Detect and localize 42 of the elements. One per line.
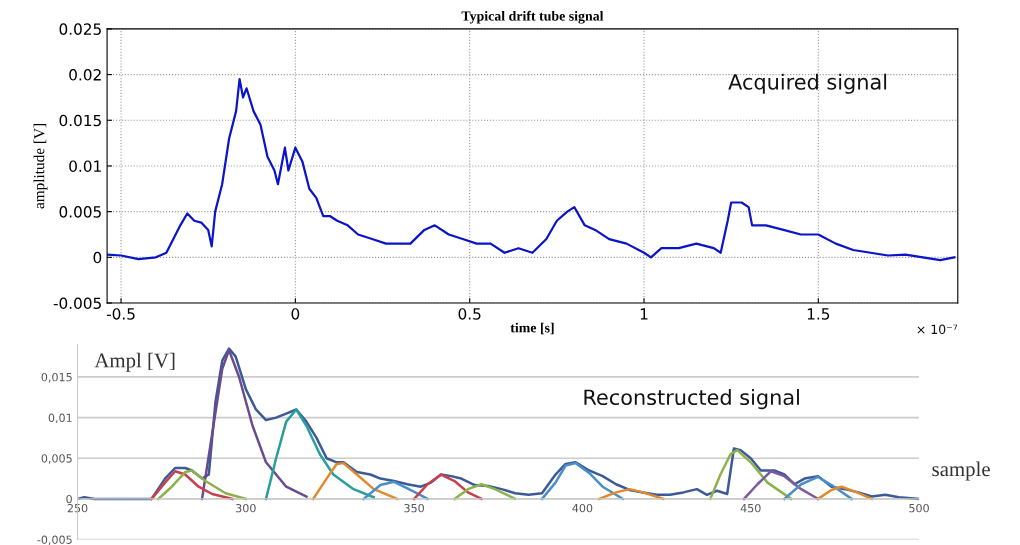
line-series [150,470,234,501]
line-series [362,480,429,501]
y-tick-label: 0,005 [41,454,72,464]
y-tick-label: 0,01 [48,413,72,424]
line-series [264,408,375,501]
line-series [742,470,820,501]
x-tick-label: -0.5 [106,308,135,320]
x-tick-label: 1.5 [807,308,830,320]
annotation: Reconstructed signal [584,388,799,410]
line-series [412,473,483,501]
line-series [200,348,308,501]
x-tick-label: 300 [236,503,256,513]
x-tick-label: 400 [572,503,593,513]
y-tick-label: 0.015 [59,114,101,127]
x-tick-label: 0.5 [458,308,481,320]
x-tick-label: 1 [640,308,648,320]
y-tick-label: 0,015 [41,372,72,383]
x-tick-label: 500 [909,503,929,513]
x-tick-label: 350 [404,503,424,513]
x-axis-title: sample [932,461,990,481]
y-tick-label: 0 [66,494,72,504]
x-tick-label: 450 [740,503,761,513]
annotation: Acquired signal [728,73,887,94]
y-tick-label: -0,005 [37,535,72,545]
line-series [709,448,793,501]
y-axis-title: Ampl [V] [94,352,175,372]
y-tick-label: -0.005 [53,297,101,310]
y-tick-label: 0.02 [69,69,101,81]
chart-title: Typical drift tube signal [461,10,604,24]
y-tick-label: 0.005 [59,206,101,218]
x-tick-label: 0 [291,308,300,320]
x-axis-title: time [s] [510,322,554,335]
line-series [816,485,874,501]
y-tick-label: 0 [93,251,102,264]
line-series [311,461,399,501]
text: × 10⁻⁷ [917,324,958,335]
line-series [540,461,625,501]
line-series [783,475,853,501]
y-axis-title: amplitude [V] [33,124,48,209]
line-series [157,469,248,501]
y-tick-label: 0.025 [59,23,101,35]
y-tick-label: 0.01 [69,160,101,172]
